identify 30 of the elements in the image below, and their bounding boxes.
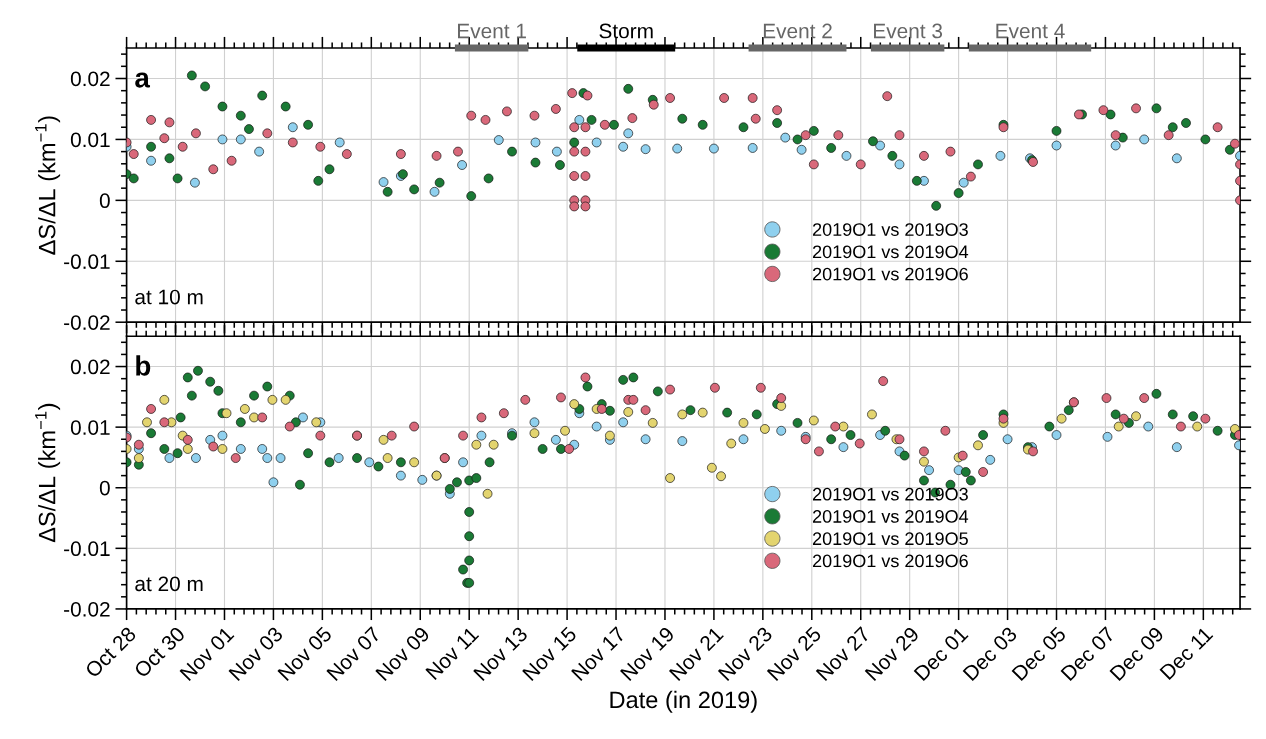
y-tick-label: 0	[99, 193, 110, 209]
annotation: Event 3	[874, 23, 943, 39]
annotation: at 10 m	[135, 289, 203, 305]
y-axis-title: ΔS/ΔL (km$^{−1}$)	[35, 403, 61, 543]
legend-label: 2019O1 vs 2019O5	[812, 532, 968, 546]
series-label: 2019O1 vs 2019O3	[812, 487, 968, 501]
annotation: a	[135, 72, 151, 88]
annotation: Storm	[599, 23, 653, 39]
y-tick-label: -0.01	[64, 541, 110, 557]
y-tick-label: -0.02	[64, 315, 110, 330]
y-tick-label: -0.01	[64, 254, 110, 270]
legend-label: 2019O1 vs 2019O6	[812, 267, 968, 281]
y-tick-label: -0.02	[64, 601, 110, 617]
x-axis-title: Date (in 2019)	[610, 690, 757, 713]
legend-label: 2019O1 vs 2019O3	[812, 223, 968, 236]
annotation: b	[136, 355, 151, 376]
y-axis-title: ΔS/ΔL (km$^{−1}$)	[35, 116, 61, 255]
annotation: Event 2	[763, 23, 832, 39]
annotation: Event 1	[458, 23, 526, 39]
annotation: at 20 m	[135, 576, 203, 592]
y-tick-label: 0.02	[70, 359, 110, 375]
legend-label: 2019O1 vs 2019O6	[812, 554, 968, 568]
y-tick-label: 0.01	[70, 420, 110, 435]
legend-label: 2019O1 vs 2019O4	[812, 245, 969, 259]
annotation: Event 4	[996, 23, 1065, 39]
legend-label: 2019O1 vs 2019O4	[812, 510, 969, 523]
y-tick-label: 0.01	[70, 132, 110, 148]
x-tick-label: Oct 28	[84, 625, 137, 679]
y-tick-label: 0.02	[70, 71, 110, 87]
y-tick-label: 0	[99, 480, 110, 496]
